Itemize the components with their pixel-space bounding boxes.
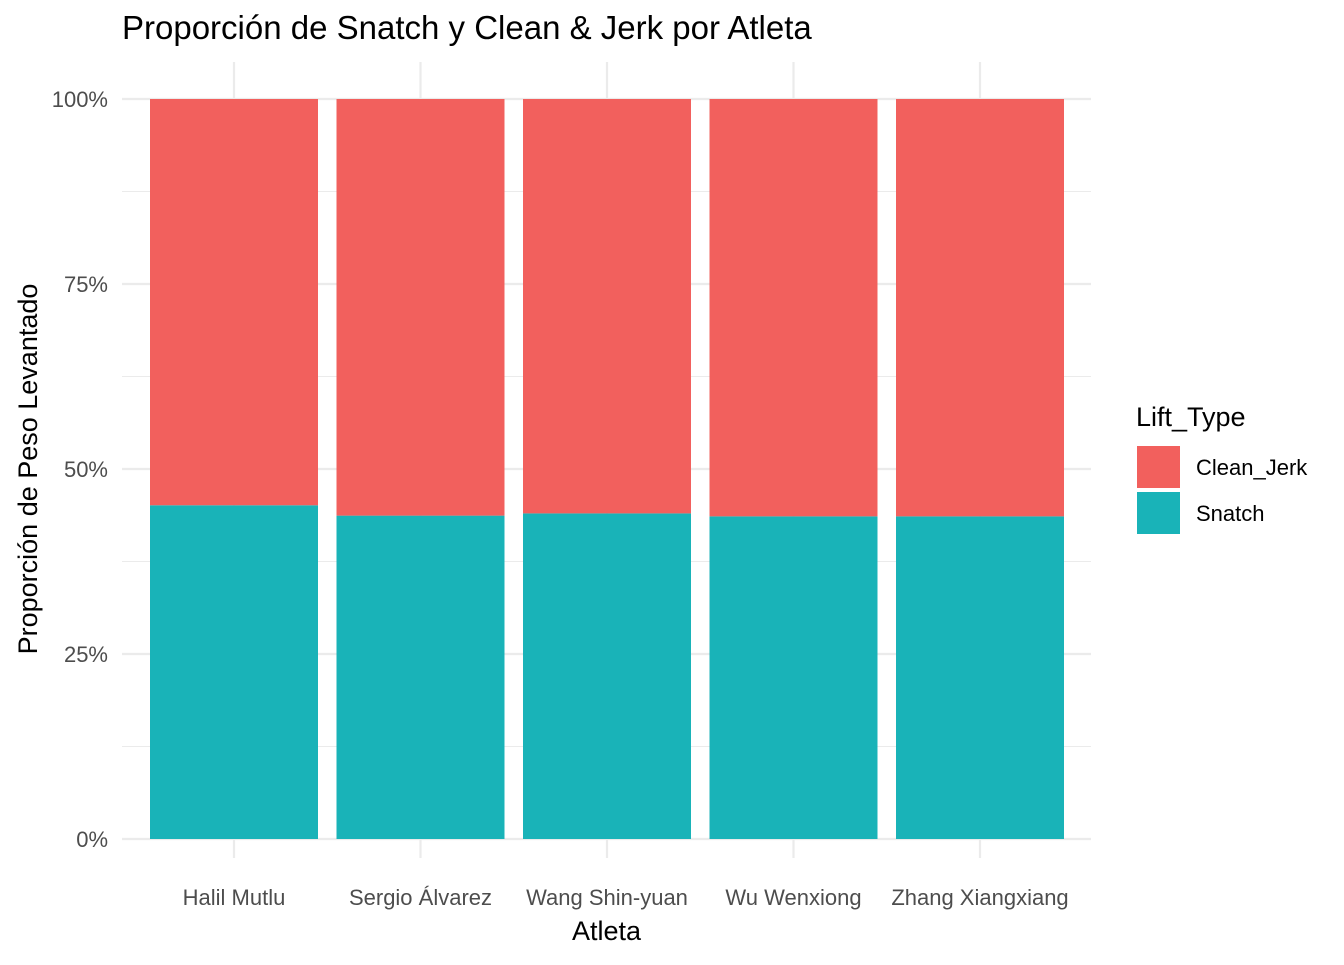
x-tick-label: Wu Wenxiong — [725, 885, 861, 910]
legend-entries: Clean_Jerk Snatch — [1137, 446, 1308, 534]
x-tick-label: Sergio Álvarez — [349, 885, 492, 910]
x-tick-label: Halil Mutlu — [183, 885, 286, 910]
x-tick-label: Wang Shin-yuan — [526, 885, 688, 910]
x-axis-ticks: Halil Mutlu Sergio Álvarez Wang Shin-yuan W… — [183, 885, 1069, 910]
bar-snatch-3 — [709, 516, 878, 839]
legend-title: Lift_Type — [1136, 402, 1246, 432]
bar-snatch-2 — [523, 513, 691, 839]
bar-clean-jerk-0 — [150, 99, 318, 506]
y-tick-label: 50% — [64, 457, 108, 482]
bar-snatch-1 — [336, 515, 505, 839]
y-tick-label: 25% — [64, 642, 108, 667]
bar-snatch-4 — [896, 516, 1064, 839]
legend-label: Clean_Jerk — [1196, 455, 1308, 480]
bar-clean-jerk-4 — [896, 99, 1064, 517]
legend-label: Snatch — [1196, 501, 1265, 526]
bar-clean-jerk-3 — [709, 99, 878, 517]
bar-clean-jerk-2 — [523, 99, 691, 514]
y-axis-title: Proporción de Peso Levantado — [13, 284, 43, 655]
bar-snatch-0 — [150, 505, 318, 839]
y-tick-label: 75% — [64, 272, 108, 297]
bars — [150, 99, 1064, 839]
y-tick-label: 0% — [76, 827, 108, 852]
legend-key — [1137, 492, 1180, 534]
x-tick-label: Zhang Xiangxiang — [891, 885, 1068, 910]
chart-title: Proporción de Snatch y Clean & Jerk por … — [122, 9, 812, 46]
y-tick-label: 100% — [52, 87, 108, 112]
legend: Lift_Type Clean_Jerk Snatch — [1136, 402, 1308, 534]
x-axis-title: Atleta — [572, 916, 642, 946]
y-axis-ticks: 0% 25% 50% 75% 100% — [52, 87, 108, 852]
bar-clean-jerk-1 — [336, 99, 505, 516]
legend-key — [1137, 446, 1180, 488]
